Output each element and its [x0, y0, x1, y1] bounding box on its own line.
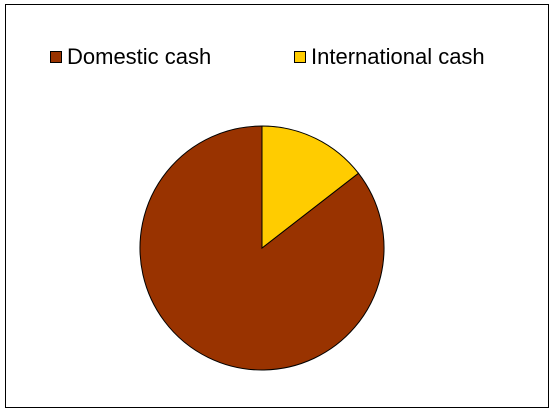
chart-area: Domestic cash International cash — [5, 4, 549, 408]
pie-plot — [139, 125, 385, 371]
legend-swatch-domestic-cash — [50, 51, 62, 63]
pie-slice-international-cash — [261, 125, 360, 250]
legend-item-international-cash: International cash — [294, 44, 485, 69]
legend: Domestic cash International cash — [6, 44, 550, 69]
legend-item-domestic-cash: Domestic cash — [50, 44, 212, 69]
legend-label-international-cash: International cash — [311, 44, 485, 69]
legend-swatch-international-cash — [294, 51, 306, 63]
legend-label-domestic-cash: Domestic cash — [67, 44, 212, 69]
